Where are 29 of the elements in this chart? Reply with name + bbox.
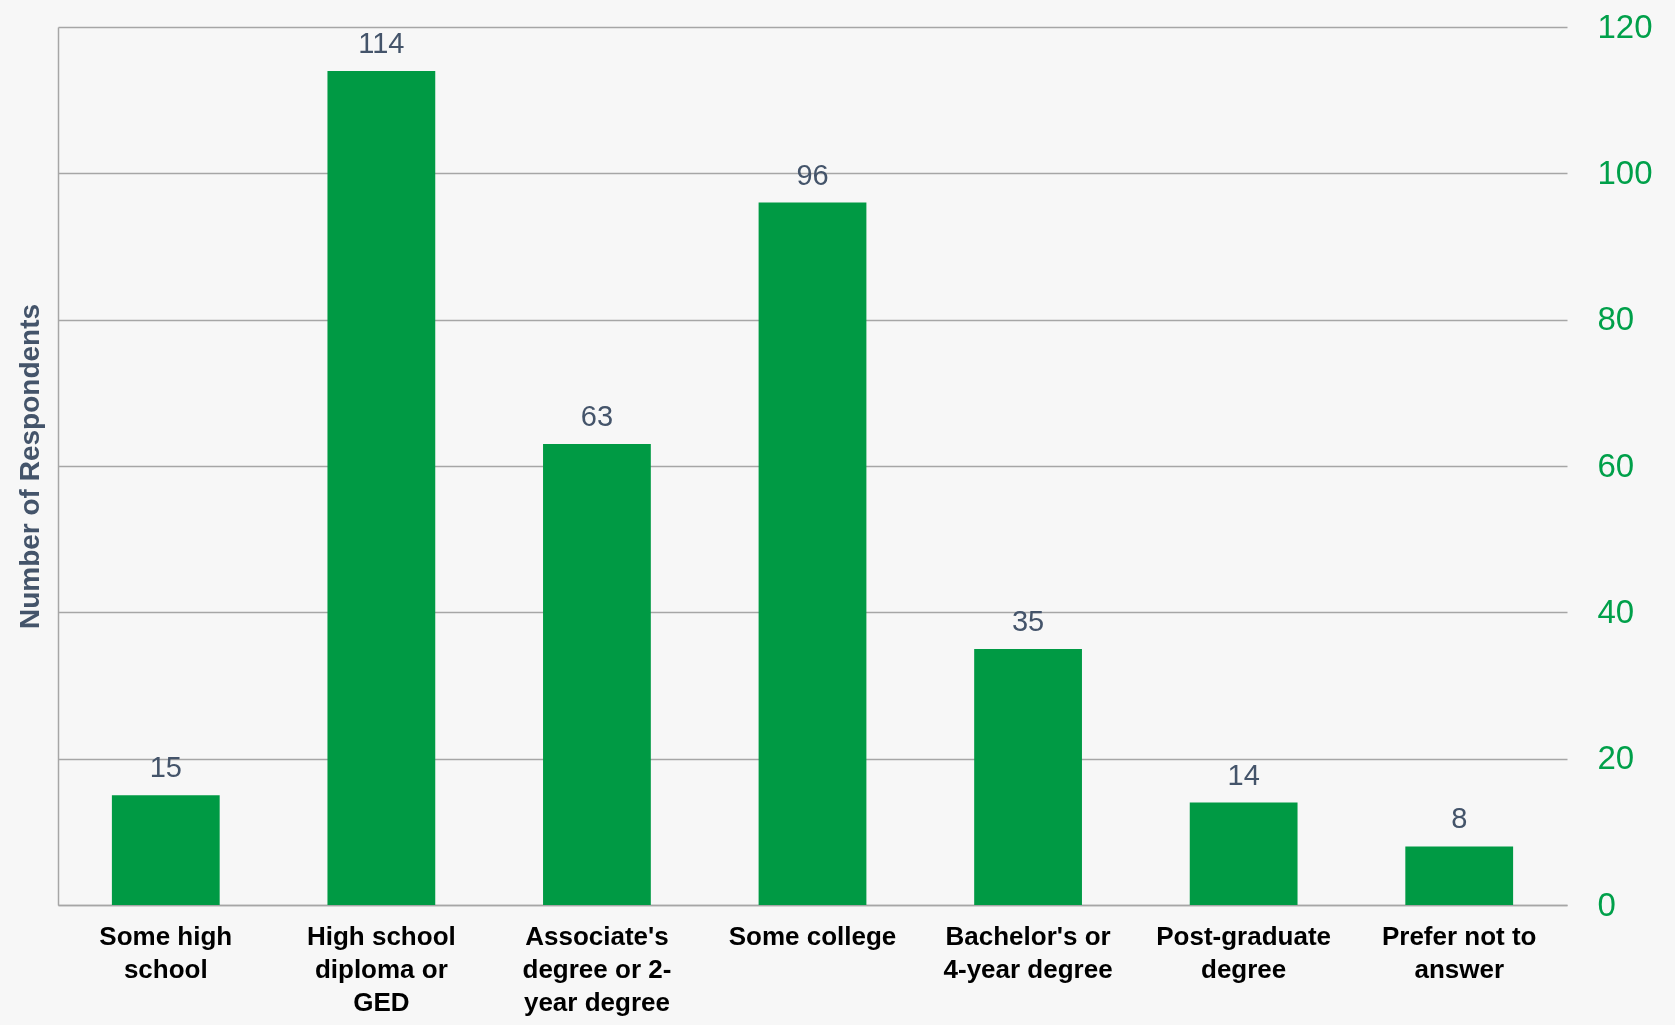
x-tick-label: Associate's degree or 2-year degree (522, 920, 672, 1017)
y-tick-label: 100 (1597, 153, 1653, 191)
x-tick-label: Prefer not to answer (1381, 920, 1537, 984)
bar (111, 795, 220, 905)
y-tick-label: 40 (1597, 592, 1635, 630)
y-tick-label: 0 (1597, 885, 1616, 923)
bar (543, 444, 651, 905)
bar (1405, 846, 1514, 905)
x-tick-label: Bachelor's or 4-year degree (943, 920, 1113, 984)
data-label: 114 (358, 26, 405, 59)
data-label: 8 (1451, 802, 1468, 835)
y-tick-label: 60 (1597, 446, 1635, 484)
data-label: 96 (796, 158, 829, 191)
data-label: 35 (1011, 604, 1045, 637)
x-tick-label: Some high school (99, 920, 233, 984)
bar (1189, 802, 1298, 905)
bar (327, 70, 436, 905)
y-tick-label: 20 (1597, 739, 1635, 777)
y-axis-title: Number of Respondents (13, 303, 45, 630)
data-label: 14 (1227, 758, 1260, 791)
y-tick-label: 120 (1597, 7, 1653, 45)
bar (974, 648, 1082, 905)
data-label: 63 (580, 400, 614, 433)
x-tick-label: Post-graduate degree (1156, 920, 1332, 984)
y-tick-label: 80 (1597, 300, 1635, 338)
bar (758, 202, 867, 905)
x-tick-label: Some college (728, 920, 897, 951)
data-label: 15 (149, 751, 182, 784)
x-tick-label: High school diploma or GED (306, 920, 456, 1017)
